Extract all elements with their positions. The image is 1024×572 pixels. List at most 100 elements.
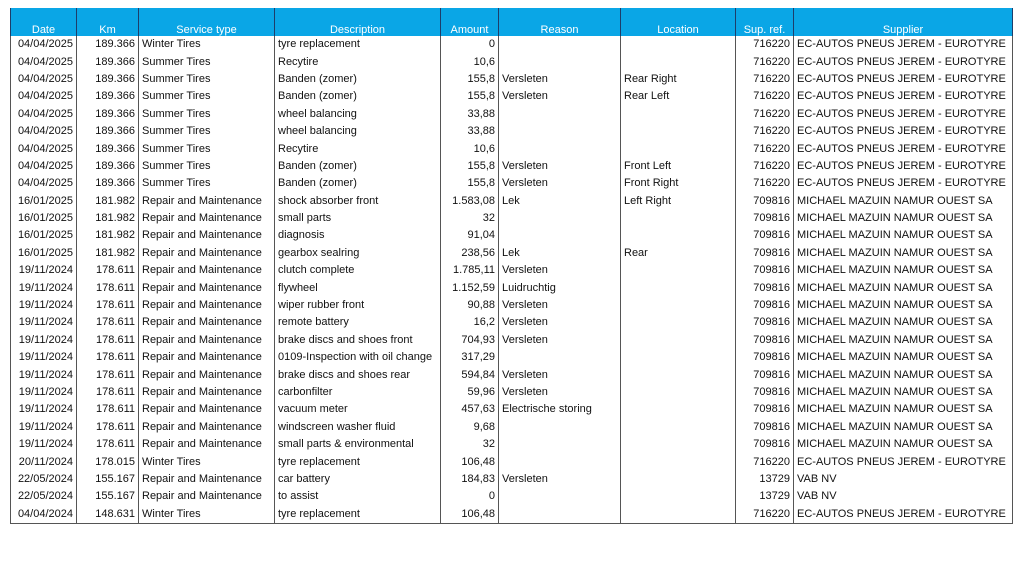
sup-ref-cell: 709816 [735,331,794,350]
service-type-cell: Repair and Maintenance [138,331,275,350]
date-cell: 19/11/2024 [10,331,77,350]
km-cell: 178.611 [76,349,139,367]
location-cell [620,105,736,123]
description-cell: Banden (zomer) [274,70,441,89]
location-cell [620,505,736,524]
date-cell: 04/04/2025 [10,36,77,54]
description-cell: car battery [274,470,441,489]
service-type-cell: Winter Tires [138,36,275,54]
km-cell: 178.611 [76,383,139,402]
location-cell [620,470,736,489]
location-cell: Left Right [620,192,736,210]
location-cell [620,435,736,454]
description-cell: tyre replacement [274,36,441,54]
table-row: 16/01/2025 181.982 Repair and Maintenance s… [10,209,1013,228]
reason-cell [498,418,621,436]
km-cell: 189.366 [76,175,139,193]
reason-cell: Versleten [498,157,621,176]
service-type-cell: Repair and Maintenance [138,366,275,384]
service-type-cell: Repair and Maintenance [138,279,275,297]
date-cell: 04/04/2025 [10,140,77,158]
description-cell: vacuum meter [274,401,441,419]
amount-cell: 33,88 [440,105,499,123]
description-cell: gearbox sealring [274,244,441,263]
supplier-cell: EC-AUTOS PNEUS JEREM - EUROTYRE [793,140,1013,158]
amount-cell: 184,83 [440,470,499,489]
sup-ref-cell: 716220 [735,105,794,123]
service-type-cell: Summer Tires [138,122,275,141]
reason-cell: Versleten [498,175,621,193]
supplier-cell: MICHAEL MAZUIN NAMUR OUEST SA [793,314,1013,332]
reason-cell [498,488,621,506]
date-cell: 19/11/2024 [10,349,77,367]
date-cell: 16/01/2025 [10,227,77,245]
sup-ref-cell: 716220 [735,53,794,71]
supplier-cell: MICHAEL MAZUIN NAMUR OUEST SA [793,331,1013,350]
km-cell: 155.167 [76,470,139,489]
table-row: 04/04/2025 189.366 Summer Tires Recytire 10,… [10,53,1013,71]
description-cell: small parts [274,209,441,228]
table-row: 04/04/2025 189.366 Summer Tires wheel balan… [10,105,1013,123]
location-cell [620,53,736,71]
supplier-cell: EC-AUTOS PNEUS JEREM - EUROTYRE [793,505,1013,524]
supplier-cell: MICHAEL MAZUIN NAMUR OUEST SA [793,401,1013,419]
amount-cell: 106,48 [440,453,499,471]
service-type-cell: Repair and Maintenance [138,314,275,332]
amount-cell: 1.583,08 [440,192,499,210]
service-type-cell: Repair and Maintenance [138,227,275,245]
reason-cell: Versleten [498,383,621,402]
service-type-cell: Summer Tires [138,140,275,158]
supplier-cell: EC-AUTOS PNEUS JEREM - EUROTYRE [793,157,1013,176]
service-type-cell: Repair and Maintenance [138,418,275,436]
reason-cell: Versleten [498,296,621,315]
service-type-cell: Winter Tires [138,453,275,471]
date-cell: 16/01/2025 [10,209,77,228]
column-header: Sup. ref. [735,8,794,36]
location-cell [620,209,736,228]
table-row: 04/04/2025 189.366 Summer Tires Banden (zom… [10,157,1013,176]
amount-cell: 594,84 [440,366,499,384]
service-type-cell: Summer Tires [138,53,275,71]
table-row: 04/04/2025 189.366 Winter Tires tyre replac… [10,36,1013,54]
service-type-cell: Repair and Maintenance [138,435,275,454]
table-row: 19/11/2024 178.611 Repair and Maintenance c… [10,383,1013,402]
sup-ref-cell: 716220 [735,122,794,141]
description-cell: 0109-Inspection with oil change [274,349,441,367]
location-cell [620,383,736,402]
sup-ref-cell: 716220 [735,157,794,176]
amount-cell: 457,63 [440,401,499,419]
supplier-cell: VAB NV [793,470,1013,489]
reason-cell: Versleten [498,70,621,89]
location-cell [620,262,736,280]
service-type-cell: Repair and Maintenance [138,401,275,419]
table-row: 19/11/2024 178.611 Repair and Maintenance 0… [10,349,1013,367]
reason-cell: Versleten [498,314,621,332]
amount-cell: 704,93 [440,331,499,350]
date-cell: 19/11/2024 [10,435,77,454]
location-cell [620,122,736,141]
date-cell: 04/04/2025 [10,53,77,71]
sup-ref-cell: 709816 [735,383,794,402]
reason-cell [498,105,621,123]
description-cell: tyre replacement [274,453,441,471]
table-row: 19/11/2024 178.611 Repair and Maintenance s… [10,435,1013,454]
service-type-cell: Summer Tires [138,175,275,193]
reason-cell: Electrische storing [498,401,621,419]
sup-ref-cell: 709816 [735,435,794,454]
reason-cell [498,140,621,158]
date-cell: 04/04/2025 [10,70,77,89]
column-header: Location [620,8,736,36]
table-row: 04/04/2025 189.366 Summer Tires Recytire 10,… [10,140,1013,158]
service-type-cell: Repair and Maintenance [138,296,275,315]
sup-ref-cell: 709816 [735,366,794,384]
sup-ref-cell: 709816 [735,227,794,245]
supplier-cell: MICHAEL MAZUIN NAMUR OUEST SA [793,366,1013,384]
supplier-cell: MICHAEL MAZUIN NAMUR OUEST SA [793,209,1013,228]
supplier-cell: EC-AUTOS PNEUS JEREM - EUROTYRE [793,53,1013,71]
table-row: 16/01/2025 181.982 Repair and Maintenance s… [10,192,1013,210]
amount-cell: 9,68 [440,418,499,436]
km-cell: 181.982 [76,209,139,228]
column-header: Supplier [793,8,1013,36]
supplier-cell: MICHAEL MAZUIN NAMUR OUEST SA [793,192,1013,210]
table-row: 04/04/2024 148.631 Winter Tires tyre replac… [10,505,1013,524]
